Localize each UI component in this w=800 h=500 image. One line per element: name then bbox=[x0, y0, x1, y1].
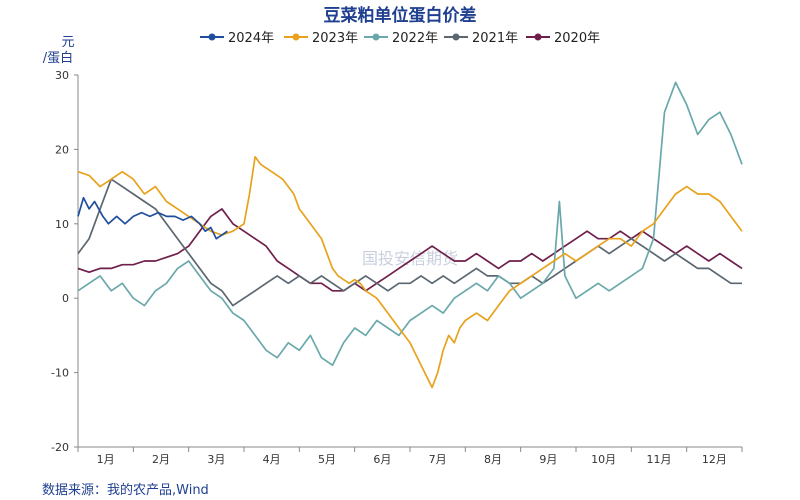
x-tick-label: 10月 bbox=[591, 453, 616, 466]
x-tick-label: 2月 bbox=[152, 453, 170, 466]
legend-item-2021[interactable]: 2021年 bbox=[444, 31, 518, 46]
series-line-2024 bbox=[77, 196, 228, 240]
series-line-2023 bbox=[77, 155, 743, 389]
watermark: 国投安信期货 bbox=[362, 249, 458, 268]
legend-item-2023[interactable]: 2023年 bbox=[284, 31, 358, 46]
legend-marker-2024 bbox=[208, 33, 216, 41]
y-tick-label: 0 bbox=[62, 292, 69, 305]
chart-title: 豆菜粕单位蛋白价差 bbox=[324, 5, 477, 26]
y-axis-label-protein: /蛋白 bbox=[43, 50, 73, 66]
y-tick-label: -20 bbox=[51, 441, 69, 454]
axes: 30 20 10 0 -10 -20 1月 2月 3月 4月 5月 6月 7月 8月 9月 10月 11月 12月 bbox=[51, 69, 743, 466]
x-tick-label: 9月 bbox=[539, 453, 557, 466]
legend-label-2021: 2021年 bbox=[472, 31, 518, 46]
legend-label-2024: 2024年 bbox=[228, 31, 274, 46]
legend-item-2024[interactable]: 2024年 bbox=[200, 31, 274, 46]
legend-item-2020[interactable]: 2020年 bbox=[526, 31, 600, 46]
y-axis-label-unit: 元 bbox=[61, 35, 74, 50]
x-tick-label: 11月 bbox=[647, 453, 672, 466]
series-layer bbox=[77, 81, 743, 389]
legend-item-2022[interactable]: 2022年 bbox=[364, 31, 438, 46]
x-tick-label: 6月 bbox=[373, 453, 391, 466]
y-tick-label: -10 bbox=[51, 367, 69, 380]
x-tick-label: 4月 bbox=[263, 453, 281, 466]
y-tick-label: 20 bbox=[55, 143, 69, 156]
legend-marker-2020 bbox=[534, 33, 542, 41]
x-tick-label: 8月 bbox=[484, 453, 502, 466]
y-tick-label: 10 bbox=[55, 218, 69, 231]
legend-marker-2021 bbox=[452, 33, 460, 41]
legend-marker-2022 bbox=[372, 33, 380, 41]
y-tick-label: 30 bbox=[55, 69, 69, 82]
series-line-2021 bbox=[77, 178, 742, 307]
x-tick-label: 12月 bbox=[702, 453, 727, 466]
source-note: 数据来源：我的农产品,Wind bbox=[42, 482, 209, 498]
x-tick-label: 3月 bbox=[207, 453, 225, 466]
legend-label-2022: 2022年 bbox=[392, 31, 438, 46]
x-tick-label: 5月 bbox=[318, 453, 336, 466]
series-line-2022 bbox=[77, 81, 743, 367]
legend-marker-2023 bbox=[292, 33, 300, 41]
x-tick-label: 1月 bbox=[97, 453, 115, 466]
legend: 2024年 2023年 2022年 2021年 2020年 bbox=[200, 31, 600, 46]
x-tick-label: 7月 bbox=[429, 453, 447, 466]
legend-label-2023: 2023年 bbox=[312, 31, 358, 46]
legend-label-2020: 2020年 bbox=[554, 31, 600, 46]
